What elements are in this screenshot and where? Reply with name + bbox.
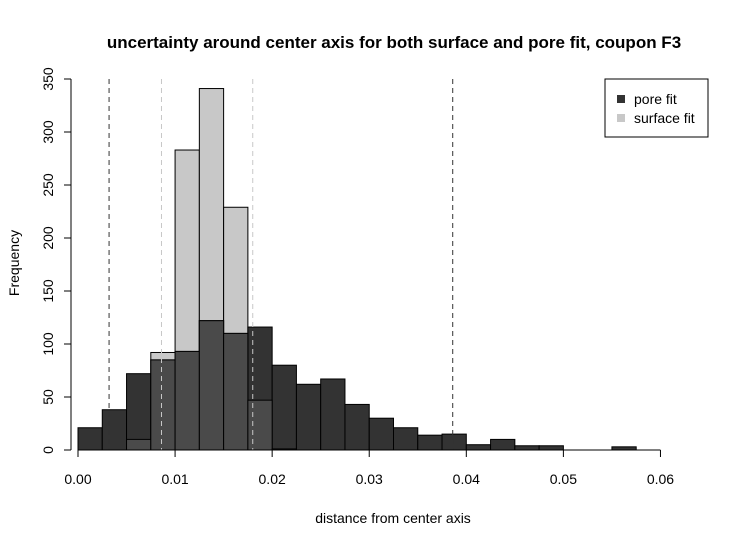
x-tick-label: 0.06 bbox=[647, 471, 674, 487]
y-tick-label: 350 bbox=[40, 67, 56, 91]
x-axis: 0.00 0.01 0.02 0.03 0.04 0.05 0.06 bbox=[64, 449, 674, 487]
overlap-bar bbox=[223, 332, 249, 451]
y-tick-label: 150 bbox=[40, 279, 56, 303]
pore-fit-bar bbox=[465, 444, 492, 451]
pore-fit-bar bbox=[295, 383, 322, 451]
y-tick-label: 100 bbox=[40, 332, 56, 356]
pore-fit-bar bbox=[344, 403, 370, 451]
y-axis-label: Frequency bbox=[6, 230, 22, 296]
pore-fit-bar bbox=[393, 427, 419, 451]
pore-fit-bar bbox=[490, 438, 516, 451]
pore-fit-bar bbox=[126, 373, 152, 451]
x-tick-label: 0.04 bbox=[453, 471, 480, 487]
y-tick-label: 300 bbox=[40, 120, 56, 144]
overlap-bar bbox=[247, 399, 273, 451]
legend-box bbox=[604, 78, 709, 138]
overlap-bar bbox=[150, 359, 176, 451]
legend-label-surface-fit: surface fit bbox=[634, 110, 695, 126]
pore-fit-bar bbox=[417, 434, 443, 451]
overlap-bar bbox=[198, 320, 225, 451]
pore-fit-bar bbox=[368, 417, 395, 451]
y-axis: 0 50 100 150 200 250 300 350 bbox=[40, 67, 72, 454]
pore-fit-bar bbox=[101, 409, 128, 451]
pore-fit-bar bbox=[320, 378, 346, 451]
y-tick-label: 250 bbox=[40, 173, 56, 197]
pore-fit-bar bbox=[271, 364, 297, 451]
x-tick-label: 0.00 bbox=[64, 471, 91, 487]
x-axis-label: distance from center axis bbox=[315, 510, 471, 526]
pore-fit-bar bbox=[77, 427, 103, 451]
pore-fit-bar bbox=[514, 445, 540, 451]
x-tick-label: 0.01 bbox=[161, 471, 188, 487]
y-tick-label: 200 bbox=[40, 226, 56, 250]
chart-title: uncertainty around center axis for both … bbox=[107, 33, 681, 52]
legend-swatch-surface-fit bbox=[617, 114, 625, 122]
x-tick-label: 0.03 bbox=[356, 471, 383, 487]
pore-fit-bar bbox=[441, 433, 467, 451]
y-tick-label: 50 bbox=[40, 389, 56, 405]
legend-label-pore-fit: pore fit bbox=[634, 91, 677, 107]
overlap-bar bbox=[126, 438, 152, 451]
y-tick-label: 0 bbox=[40, 446, 56, 454]
x-tick-label: 0.05 bbox=[550, 471, 577, 487]
overlap-bar bbox=[174, 350, 200, 451]
legend: pore fit surface fit bbox=[604, 78, 709, 138]
legend-swatch-pore-fit bbox=[617, 95, 625, 103]
pore-fit-bar bbox=[538, 445, 564, 451]
x-tick-label: 0.02 bbox=[259, 471, 286, 487]
reference-lines bbox=[108, 79, 454, 450]
